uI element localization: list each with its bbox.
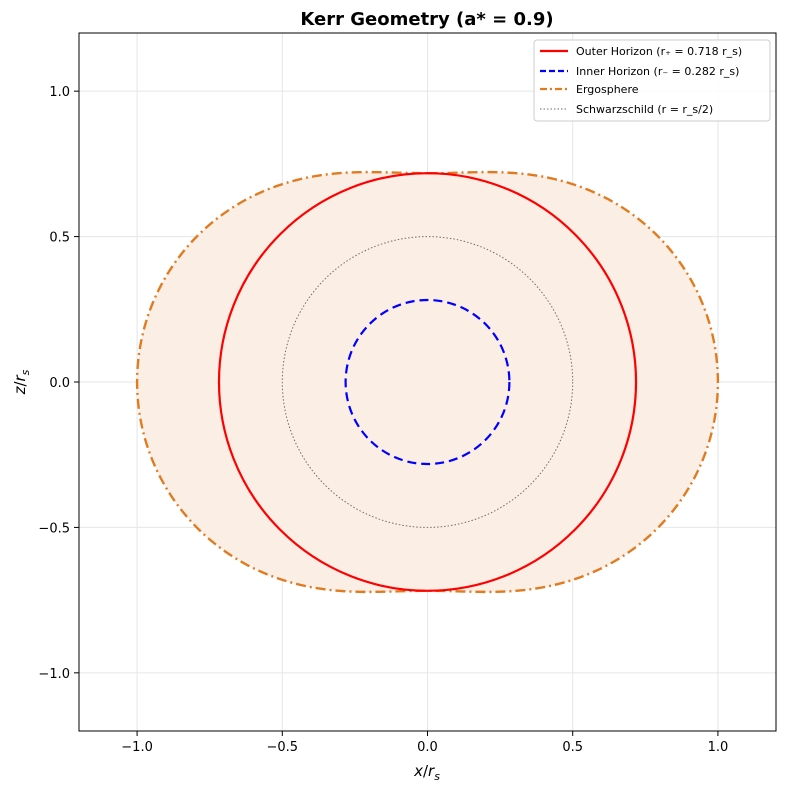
legend-label: Inner Horizon (r₋ = 0.282 r_s) <box>576 65 739 78</box>
legend-entry-ergosphere: Ergosphere <box>540 83 639 96</box>
legend-label: Outer Horizon (r₊ = 0.718 r_s) <box>576 45 742 58</box>
x-tick-label: 0.5 <box>562 740 583 755</box>
y-tick-label: −1.0 <box>38 667 70 682</box>
x-tick-label: −0.5 <box>267 740 299 755</box>
ergosphere-fill <box>137 172 718 592</box>
y-tick-label: 1.0 <box>49 85 70 100</box>
x-axis: −1.0 −0.5 0.0 0.5 1.0 <box>121 731 728 755</box>
y-axis-label: z/rs <box>11 369 32 395</box>
legend-box <box>533 39 771 122</box>
legend-entry-schwarzschild: Schwarzschild (r = r_s/2) <box>540 103 713 116</box>
legend-label: Ergosphere <box>576 83 639 96</box>
legend-label: Schwarzschild (r = r_s/2) <box>576 103 713 116</box>
chart-title: Kerr Geometry (a* = 0.9) <box>300 9 553 30</box>
plot-area <box>78 32 777 732</box>
legend-entry-inner-horizon: Inner Horizon (r₋ = 0.282 r_s) <box>540 65 739 78</box>
x-tick-label: 0.0 <box>417 740 438 755</box>
x-axis-label: x/rs <box>413 762 440 783</box>
curves <box>135 170 720 594</box>
series-schwarzschild-curve <box>281 236 574 528</box>
series-outer-curve <box>217 172 638 592</box>
series-inner-curve <box>344 298 511 466</box>
x-tick-label: −1.0 <box>121 740 153 755</box>
x-tick-label: 1.0 <box>708 740 729 755</box>
legend: Outer Horizon (r₊ = 0.718 r_s) Inner Hor… <box>533 39 771 122</box>
y-tick-label: 0.5 <box>49 231 70 246</box>
y-tick-label: 0.0 <box>49 376 70 391</box>
y-axis: −1.0 −0.5 0.0 0.5 1.0 <box>38 85 79 682</box>
y-tick-label: −0.5 <box>38 521 70 536</box>
legend-entry-outer-horizon: Outer Horizon (r₊ = 0.718 r_s) <box>540 45 742 58</box>
